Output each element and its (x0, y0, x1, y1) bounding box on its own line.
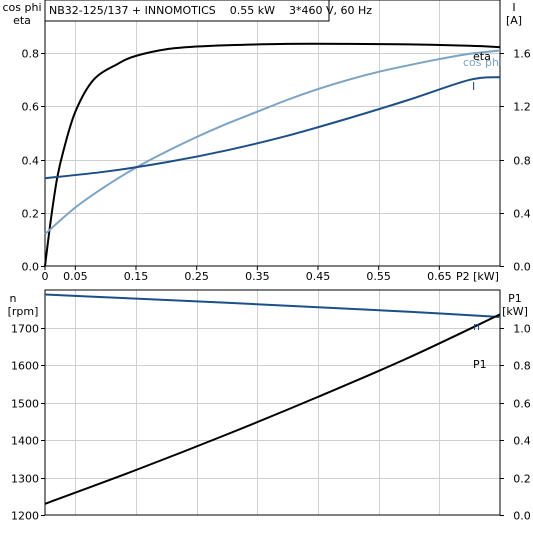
right-tick-label: 0.4 (513, 208, 531, 221)
left-tick-label: 1500 (11, 398, 39, 411)
bottom-plot-frame (44, 289, 501, 516)
left-tick-label: 0.6 (22, 101, 40, 114)
bottom-left-ticks: 1200 1300 1400 1500 1600 1700 (11, 323, 45, 523)
right-axis-label-i: I (512, 1, 515, 14)
x-tick-label: 0 (42, 270, 49, 283)
right-tick-label: 0.0 (513, 261, 531, 274)
series-label-eta: eta (473, 50, 491, 63)
series-label-n: n (473, 320, 480, 333)
series-label-p1: P1 (473, 358, 487, 371)
right-tick-label: 0.8 (513, 360, 531, 373)
right-tick-label: 1.2 (513, 101, 531, 114)
top-x-ticks: 0 0.05 0.15 0.25 0.35 0.45 0.55 0.65 (42, 266, 452, 283)
series-label-cosphi: cos phi (463, 56, 502, 69)
x-tick-label: 0.35 (245, 270, 270, 283)
left-tick-label: 1600 (11, 360, 39, 373)
top-panel: NB32-125/137 + INNOMOTICS 0.55 kW 3*460 … (2, 0, 531, 283)
series-line-n (44, 293, 501, 318)
right-tick-label: 0.0 (513, 510, 531, 523)
left-axis-label-eta: eta (13, 14, 31, 27)
top-left-ticks: 0.0 0.2 0.4 0.6 0.8 (22, 48, 45, 274)
left-tick-label: 1300 (11, 473, 39, 486)
series-line-i (44, 76, 501, 180)
x-tick-label: 0.55 (366, 270, 391, 283)
series-line-cos-phi (44, 49, 501, 235)
series-line-eta (44, 42, 501, 267)
right-axis-label-kw: [kW] (502, 305, 528, 318)
right-axis-label-p1: P1 (508, 292, 522, 305)
left-tick-label: 1200 (11, 510, 39, 523)
left-tick-label: 1400 (11, 435, 39, 448)
series-line-p1 (44, 313, 501, 505)
bottom-panel: n [rpm] P1 [kW] 1200 1300 1400 1500 1600 1700… (8, 289, 531, 523)
left-tick-label: 0.4 (22, 155, 40, 168)
right-tick-label: 1.6 (513, 48, 531, 61)
left-axis-label-rpm: [rpm] (8, 305, 39, 318)
right-tick-label: 0.4 (513, 435, 531, 448)
left-tick-label: 0.8 (22, 48, 40, 61)
left-tick-label: 1700 (11, 323, 39, 336)
x-tick-label: 0.45 (306, 270, 331, 283)
series-label-i: I (472, 80, 475, 93)
bottom-grid (45, 290, 500, 515)
title-box (44, 0, 330, 22)
top-plot-frame (44, 0, 501, 267)
chart-title: NB32-125/137 + INNOMOTICS 0.55 kW 3*460 … (49, 4, 372, 17)
left-tick-label: 0.0 (22, 261, 40, 274)
bottom-right-ticks: 0.0 0.2 0.4 0.6 0.8 1.0 (500, 323, 531, 523)
x-tick-label: 0.65 (427, 270, 452, 283)
right-axis-label-a: [A] (506, 14, 522, 27)
top-series (44, 42, 501, 267)
top-grid (45, 0, 500, 266)
right-tick-label: 0.2 (513, 473, 531, 486)
left-axis-label-n: n (10, 292, 17, 305)
x-tick-label: 0.05 (63, 270, 88, 283)
x-tick-label: 0.15 (124, 270, 149, 283)
x-axis-label: P2 [kW] (456, 270, 499, 283)
right-tick-label: 1.0 (513, 323, 531, 336)
right-tick-label: 0.8 (513, 155, 531, 168)
x-tick-label: 0.25 (184, 270, 209, 283)
left-axis-label-cosphi: cos phi (2, 1, 41, 14)
right-tick-label: 0.6 (513, 398, 531, 411)
bottom-series (44, 293, 501, 505)
left-tick-label: 0.2 (22, 208, 40, 221)
top-right-ticks: 0.0 0.4 0.8 1.2 1.6 (500, 48, 531, 274)
